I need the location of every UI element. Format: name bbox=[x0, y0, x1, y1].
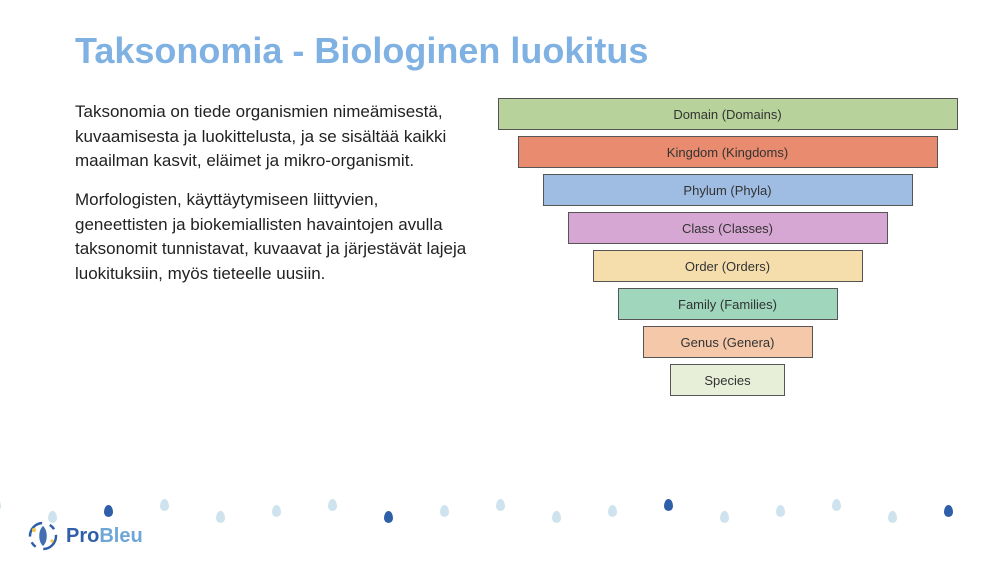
dot-icon bbox=[720, 511, 729, 523]
rank-kingdom: Kingdom (Kingdoms) bbox=[518, 136, 938, 168]
rank-phylum: Phylum (Phyla) bbox=[543, 174, 913, 206]
dot-icon bbox=[888, 511, 897, 523]
dot-icon bbox=[608, 505, 617, 517]
dot-icon bbox=[664, 499, 673, 511]
dot-icon bbox=[328, 499, 337, 511]
rank-order: Order (Orders) bbox=[593, 250, 863, 282]
decorative-dots bbox=[0, 499, 1000, 521]
dot-icon bbox=[552, 511, 561, 523]
dot-icon bbox=[776, 505, 785, 517]
taxonomy-pyramid: Domain (Domains) Kingdom (Kingdoms) Phyl… bbox=[495, 98, 960, 396]
logo-text-pro: ProBleu bbox=[66, 525, 143, 547]
rank-family: Family (Families) bbox=[618, 288, 838, 320]
dot-icon bbox=[272, 505, 281, 517]
rank-domain: Domain (Domains) bbox=[498, 98, 958, 130]
dot-icon bbox=[944, 505, 953, 517]
page-title: Taksonomia - Biologinen luokitus bbox=[75, 30, 648, 72]
logo: ProBleu bbox=[28, 521, 143, 551]
dot-icon bbox=[104, 505, 113, 517]
paragraph-1: Taksonomia on tiede organismien nimeämis… bbox=[75, 100, 475, 174]
dot-icon bbox=[216, 511, 225, 523]
logo-mark-icon bbox=[28, 521, 58, 551]
logo-text: ProBleu bbox=[66, 525, 143, 548]
dot-icon bbox=[832, 499, 841, 511]
rank-class: Class (Classes) bbox=[568, 212, 888, 244]
paragraph-2: Morfologisten, käyttäytymiseen liittyvie… bbox=[75, 188, 475, 287]
dot-icon bbox=[496, 499, 505, 511]
dot-icon bbox=[440, 505, 449, 517]
dot-icon bbox=[384, 511, 393, 523]
rank-species: Species bbox=[670, 364, 785, 396]
body-text: Taksonomia on tiede organismien nimeämis… bbox=[75, 100, 475, 286]
rank-genus: Genus (Genera) bbox=[643, 326, 813, 358]
dot-icon bbox=[160, 499, 169, 511]
dot-icon bbox=[0, 499, 1, 511]
